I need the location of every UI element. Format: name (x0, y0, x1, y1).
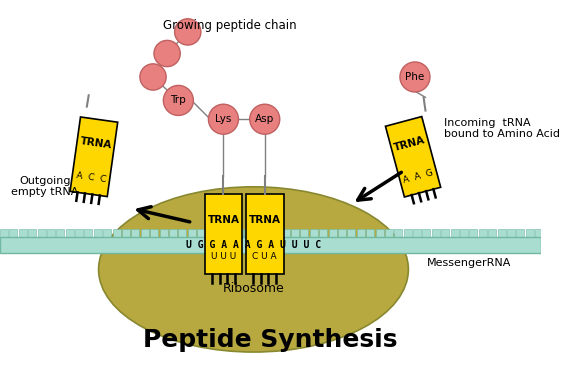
Text: U U U: U U U (211, 252, 236, 261)
Bar (37, 229, 46, 237)
Text: MessengerRNA: MessengerRNA (427, 258, 511, 268)
Bar (479, 229, 487, 237)
Circle shape (140, 64, 166, 90)
Text: C U A: C U A (252, 252, 277, 261)
Bar (188, 229, 196, 237)
Bar (244, 229, 252, 237)
Bar (47, 229, 55, 237)
Text: TRNA: TRNA (393, 135, 426, 153)
Bar (282, 229, 290, 237)
Bar (70, 117, 118, 197)
Bar (179, 229, 187, 237)
Text: Lys: Lys (215, 114, 232, 124)
Bar (516, 229, 524, 237)
Bar (310, 229, 318, 237)
Bar (507, 229, 515, 237)
Bar (404, 229, 412, 237)
Text: TRNA: TRNA (207, 215, 240, 225)
Bar (19, 229, 26, 237)
Text: Outgoing
empty tRNA: Outgoing empty tRNA (12, 176, 79, 197)
Circle shape (175, 19, 201, 45)
Bar (66, 229, 74, 237)
Bar (141, 229, 149, 237)
Ellipse shape (98, 187, 408, 352)
Bar (150, 229, 158, 237)
Bar (469, 229, 478, 237)
Text: Asp: Asp (255, 114, 274, 124)
Bar (0, 237, 541, 254)
Circle shape (209, 104, 238, 134)
Bar (535, 229, 543, 237)
Bar (94, 229, 102, 237)
Circle shape (164, 85, 194, 116)
Bar (216, 229, 224, 237)
Bar (366, 229, 374, 237)
Bar (498, 229, 506, 237)
Bar (347, 229, 355, 237)
Bar (246, 194, 283, 274)
Bar (113, 229, 120, 237)
Bar (197, 229, 205, 237)
Text: Ribosome: Ribosome (222, 282, 285, 295)
Bar (131, 229, 139, 237)
Bar (263, 229, 271, 237)
Bar (204, 194, 242, 274)
Bar (75, 229, 83, 237)
Bar (413, 229, 421, 237)
Bar (432, 229, 440, 237)
Bar (488, 229, 496, 237)
Bar (272, 229, 281, 237)
Text: U G G A A A G A U U U C: U G G A A A G A U U U C (186, 240, 321, 250)
Text: A  C  C: A C C (75, 171, 107, 184)
Circle shape (400, 62, 430, 92)
Bar (395, 229, 402, 237)
Bar (376, 229, 384, 237)
Bar (207, 229, 214, 237)
Bar (85, 229, 93, 237)
Bar (526, 229, 534, 237)
Bar (0, 229, 8, 237)
Bar (301, 229, 308, 237)
Bar (357, 229, 365, 237)
Bar (122, 229, 130, 237)
Bar (450, 229, 458, 237)
Text: Peptide Synthesis: Peptide Synthesis (143, 328, 397, 352)
Text: A  A  G: A A G (403, 168, 434, 185)
Bar (385, 229, 393, 237)
Bar (28, 229, 36, 237)
Bar (291, 229, 299, 237)
Text: TRNA: TRNA (249, 215, 281, 225)
Bar (9, 229, 17, 237)
Bar (103, 229, 111, 237)
Bar (441, 229, 449, 237)
Circle shape (250, 104, 280, 134)
Bar (319, 229, 327, 237)
Bar (225, 229, 233, 237)
Bar (56, 229, 65, 237)
Bar (422, 229, 430, 237)
Text: Incoming  tRNA
bound to Amino Acid: Incoming tRNA bound to Amino Acid (444, 118, 560, 139)
Bar (253, 229, 262, 237)
Bar (234, 229, 242, 237)
Bar (338, 229, 346, 237)
Bar (160, 229, 168, 237)
Text: Growing peptide chain: Growing peptide chain (163, 19, 297, 32)
Text: Phe: Phe (406, 72, 425, 82)
Bar (169, 229, 177, 237)
Circle shape (154, 40, 180, 67)
Text: Trp: Trp (170, 95, 186, 106)
Text: TRNA: TRNA (79, 136, 112, 151)
Bar (460, 229, 468, 237)
Bar (328, 229, 336, 237)
Bar (385, 117, 441, 197)
